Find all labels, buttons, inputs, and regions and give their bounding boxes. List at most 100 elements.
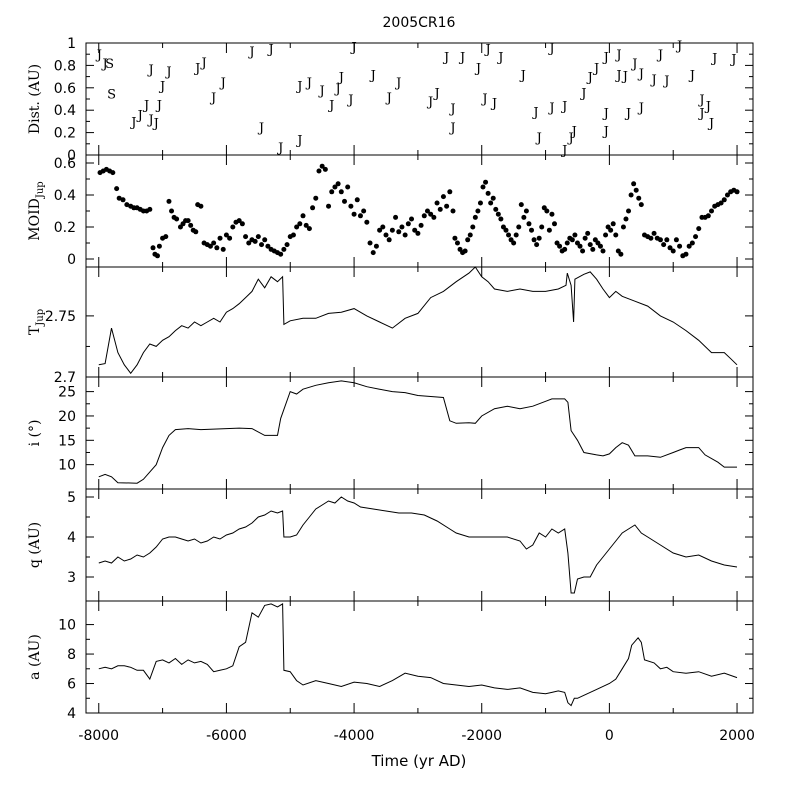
data-point [326, 203, 332, 209]
y-tick-label: 8 [67, 647, 76, 663]
data-point [396, 229, 402, 235]
data-point [377, 227, 383, 233]
encounter-marker: J [729, 53, 736, 68]
data-point [551, 221, 557, 227]
data-point [424, 208, 430, 214]
data-point [444, 203, 450, 209]
y-tick-label: 0.2 [54, 126, 76, 142]
x-axis: -8000 -6000 -4000 -2000 0 2000 [78, 728, 754, 744]
data-point [246, 240, 252, 246]
y-tick-label: 0.4 [54, 188, 76, 204]
data-point [399, 224, 405, 230]
data-point [518, 202, 524, 208]
y-tick-label: 10 [58, 618, 76, 634]
data-point [516, 224, 522, 230]
data-point [526, 221, 532, 227]
encounter-marker: J [566, 131, 573, 146]
encounter-marker: J [496, 50, 503, 65]
y-tick-label: 0 [67, 252, 76, 268]
series-line [98, 496, 738, 594]
data-point [462, 248, 468, 254]
encounter-marker: J [560, 143, 567, 158]
y-axis-label: i (°) [27, 420, 43, 447]
data-point [734, 189, 740, 195]
y-axis-label: Dist. (AU) [27, 64, 43, 134]
data-point [608, 227, 614, 233]
data-point [623, 216, 629, 222]
data-point [485, 190, 491, 196]
data-point [572, 232, 578, 238]
encounter-marker: J [560, 100, 567, 115]
data-point [620, 224, 626, 230]
data-point [361, 208, 367, 214]
data-point [513, 232, 519, 238]
data-point [348, 203, 354, 209]
encounter-marker: J [295, 80, 302, 95]
encounter-marker: J [570, 124, 577, 139]
data-point [477, 200, 483, 206]
data-point [709, 208, 715, 214]
data-point [529, 227, 535, 233]
data-point [405, 221, 411, 227]
encounter-marker: J [448, 102, 455, 117]
data-point [490, 195, 496, 201]
data-point [418, 222, 424, 228]
data-point [297, 221, 303, 227]
panel-frame [85, 376, 754, 490]
data-point [539, 224, 545, 230]
encounter-marker: J [247, 45, 254, 60]
data-point [582, 235, 588, 241]
data-point [316, 168, 322, 174]
encounter-marker: J [480, 92, 487, 107]
data-point [335, 181, 341, 187]
data-point [284, 242, 290, 248]
encounter-marker: J [334, 82, 341, 97]
data-point [631, 181, 637, 187]
x-axis-label: Time (yr AD) [371, 752, 467, 770]
data-point [657, 237, 663, 243]
data-point [428, 211, 434, 217]
data-point [389, 227, 395, 233]
data-point [239, 221, 245, 227]
data-point [116, 195, 122, 201]
data-point [434, 200, 440, 206]
data-point [185, 218, 191, 224]
encounter-marker: J [586, 71, 593, 86]
y-tick-label: 0.6 [54, 81, 76, 97]
data-point [562, 246, 568, 252]
data-point [431, 214, 437, 220]
y-axis-label: q (AU) [27, 522, 43, 568]
panel-frame [85, 154, 754, 268]
data-point [498, 216, 504, 222]
data-point [488, 200, 494, 206]
data-point [380, 224, 386, 230]
data-point [648, 235, 654, 241]
data-point [354, 197, 360, 203]
data-point [580, 248, 586, 254]
encounter-marker: J [257, 121, 264, 136]
data-point [447, 189, 453, 195]
panel-frame [85, 266, 754, 378]
data-point [590, 246, 596, 252]
panel-q: 3 4 5 q (AU) [27, 488, 754, 602]
data-point [322, 166, 328, 172]
encounter-marker: J [707, 117, 714, 132]
data-point [495, 211, 501, 217]
encounter-marker: J [136, 109, 143, 124]
data-point [338, 189, 344, 195]
panel-frame [85, 600, 754, 714]
data-point [207, 243, 213, 249]
encounter-marker: J [621, 69, 628, 84]
data-point [696, 226, 702, 232]
y-axis-label: MOIDJup [27, 181, 46, 240]
data-point [544, 208, 550, 214]
data-point [223, 232, 229, 238]
encounter-marker: J [602, 106, 609, 121]
data-point [402, 232, 408, 238]
encounter-marker: J [662, 74, 669, 89]
encounter-marker: J [305, 76, 312, 91]
data-point [193, 229, 199, 235]
data-point [373, 243, 379, 249]
